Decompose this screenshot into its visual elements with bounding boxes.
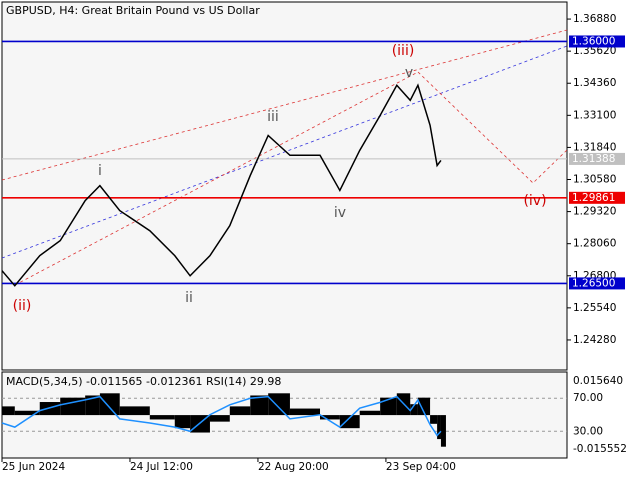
macd-bar [417,397,431,416]
level-label: 1.31388 [572,153,615,165]
macd-bar [174,415,191,429]
wave-label: v [405,65,413,81]
x-tick-label: 22 Aug 20:00 [258,461,329,473]
wave-label: i [98,163,102,179]
macd-bar [437,415,441,440]
x-tick-label: 25 Jun 2024 [2,461,65,473]
y-tick-label: 1.24280 [573,334,616,346]
macd-bar [209,415,230,422]
indicator-title: MACD(5,34,5) -0.011565 -0.012361 RSI(14)… [6,375,281,388]
wave-label: iv [334,205,346,221]
macd-tick-label: 0.015640 [573,375,623,387]
macd-bar [380,397,397,416]
y-tick-label: 1.31840 [573,141,616,153]
macd-bar [149,415,175,420]
wave-label: iii [267,109,279,125]
y-tick-label: 1.28060 [573,238,616,250]
macd-bar [2,406,15,416]
chart-title: GBPUSD, H4: Great Britain Pound vs US Do… [6,4,260,17]
macd-bar [60,397,86,416]
macd-bar [250,395,269,416]
level-box [569,152,625,165]
level-label: 1.29861 [572,192,615,204]
macd-bar [289,408,321,416]
macd-bar [99,393,120,416]
y-tick-label: 1.34360 [573,77,616,89]
x-tick-label: 23 Sep 04:00 [386,461,456,473]
macd-bar [39,402,61,416]
macd-bar [359,410,381,416]
trend-lines [1,29,568,286]
rsi-tick-label: 70.00 [573,392,603,404]
macd-bar [85,395,100,416]
rsi-tick-label: 30.00 [573,425,603,437]
main-panel [1,1,568,371]
y-tick-label: 1.25540 [573,302,616,314]
macd-bar [229,406,251,416]
wave-label: ii [185,290,193,306]
level-box [569,35,625,48]
level-box [569,191,625,204]
x-tick-label: 24 Jul 12:00 [130,461,193,473]
wave-label: (iv) [523,193,546,209]
macd-bar [339,415,360,429]
macd-bar [440,415,446,447]
y-tick-label: 1.36880 [573,13,616,25]
price-line [1,83,442,287]
level-label: 1.26500 [572,277,615,289]
macd-bar [268,393,290,416]
level-label: 1.36000 [572,35,615,47]
rsi-line [1,395,442,437]
level-box [569,277,625,290]
macd-bar [410,404,418,416]
wave-label: (iii) [392,43,415,59]
wave-label: (ii) [13,298,32,314]
macd-tick-label: -0.015552 [573,443,627,455]
macd-bar [14,410,40,416]
macd-bar [430,415,438,424]
macd-bar [119,406,150,416]
y-tick-label: 1.30580 [573,174,616,186]
y-tick-label: 1.35620 [573,45,616,57]
y-tick-label: 1.29320 [573,206,616,218]
y-tick-label: 1.33100 [573,109,616,121]
macd-bar [320,415,340,420]
